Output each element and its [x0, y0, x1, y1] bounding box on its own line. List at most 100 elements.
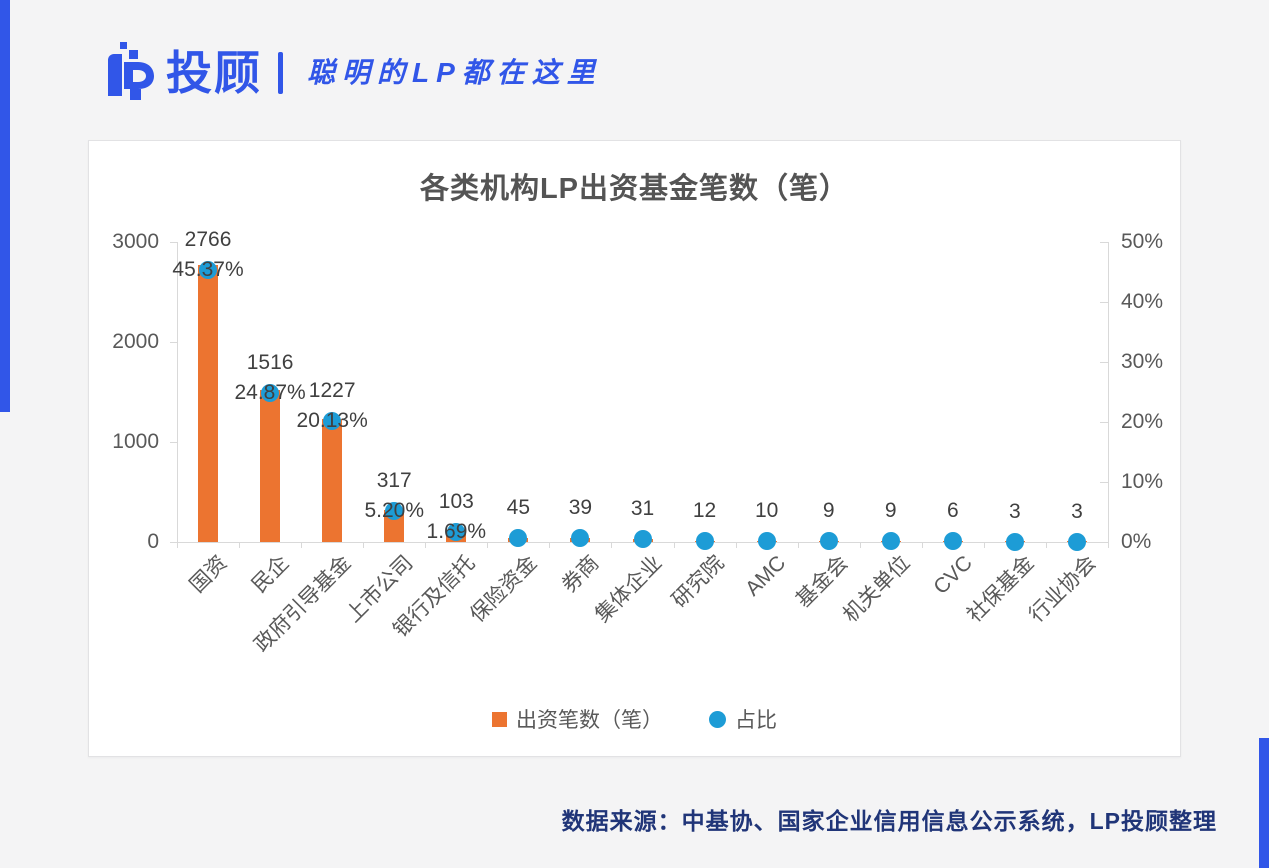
legend-item-ratio: 占比: [709, 704, 777, 734]
ratio-dot: [633, 529, 652, 548]
category-label: 行业协会: [1024, 551, 1101, 627]
chart-title: 各类机构LP出资基金笔数（笔）: [419, 173, 850, 205]
category-label: 券商: [558, 551, 604, 598]
x-axis-tick: [983, 542, 985, 548]
y2-axis-line: [1108, 242, 1109, 542]
y2-axis-tick: [1100, 482, 1108, 483]
value-label: 39: [568, 496, 593, 520]
brand-name: 投顾: [166, 47, 262, 99]
y2-axis-label: 30%: [1121, 350, 1164, 373]
y-axis-line: [177, 242, 178, 542]
legend-label-ratio: 占比: [735, 709, 777, 732]
y-axis-label: 0: [147, 530, 159, 553]
percent-label: 20.13%: [296, 409, 368, 433]
percent-label: 1.69%: [426, 519, 487, 543]
value-label: 10: [754, 499, 779, 523]
x-axis-tick: [611, 542, 613, 548]
ratio-dot: [447, 522, 466, 541]
category-label: 机关单位: [838, 551, 915, 627]
category-label: CVC: [928, 551, 977, 599]
bar-series-swatch-icon: [492, 711, 507, 727]
percent-label: 45.37%: [172, 257, 244, 281]
x-axis-tick: [1108, 542, 1109, 548]
x-axis-tick: [549, 542, 551, 548]
percent-label: 5.20%: [364, 498, 424, 522]
chart-plot: 0 1000 2000 3000 0% 10% 20% 30% 40% 50% 2766 45.37%…: [89, 141, 1180, 756]
category-label: 民企: [247, 551, 294, 598]
y-axis-label: 2000: [112, 330, 159, 353]
value-label: 103: [438, 489, 474, 513]
right-accent-bar: [1259, 738, 1269, 868]
percent-label: 24.87%: [234, 380, 306, 404]
ratio-dot: [199, 260, 218, 279]
y-axis-label: 1000: [112, 430, 159, 453]
ratio-dot: [819, 532, 838, 551]
y-axis-tick: [170, 542, 177, 543]
ratio-dot: [1067, 532, 1086, 551]
category-label: 社保基金: [962, 551, 1039, 627]
y-axis-tick: [170, 442, 177, 443]
x-axis-tick: [735, 542, 737, 548]
y2-axis-tick: [1100, 302, 1108, 303]
x-axis-tick: [921, 542, 923, 548]
data-source-note: 数据来源：中基协、国家企业信用信息公示系统，LP投顾整理: [561, 808, 1217, 834]
brand-slogan: 聪明的LP都在这里: [307, 57, 602, 88]
bar: [260, 390, 281, 542]
chart-legend: 出资笔数（笔） 占比: [89, 704, 1180, 734]
bar: [322, 419, 343, 542]
x-axis-tick: [673, 542, 675, 548]
ratio-dot: [509, 528, 528, 547]
value-label: 12: [692, 498, 717, 522]
y2-axis-tick: [1100, 422, 1108, 423]
lp-logo-icon: [104, 40, 156, 107]
x-axis-tick: [797, 542, 799, 548]
y2-axis-label: 10%: [1121, 470, 1164, 493]
value-label: 2766: [184, 227, 232, 251]
value-label: 45: [506, 495, 531, 519]
category-label: 保险资金: [466, 551, 542, 627]
ratio-series-swatch-icon: [709, 710, 726, 728]
x-axis-tick: [859, 542, 861, 548]
y2-axis-label: 40%: [1121, 290, 1164, 313]
y-axis-tick: [170, 342, 177, 343]
value-label: 3: [1009, 499, 1021, 523]
ratio-dot: [757, 532, 776, 551]
ratio-dot: [385, 501, 404, 520]
left-accent-bar: [0, 0, 10, 412]
x-axis-tick: [239, 542, 241, 548]
category-label: 国资: [185, 551, 232, 598]
category-label: AMC: [740, 551, 791, 601]
legend-item-bars: 出资笔数（笔）: [492, 704, 663, 734]
value-label: 317: [376, 468, 412, 492]
y2-axis-tick: [1100, 362, 1108, 363]
brand-divider: [278, 52, 283, 94]
bar: [198, 265, 219, 542]
ratio-dot: [881, 532, 900, 551]
x-axis-tick: [487, 542, 489, 548]
brand-header: 投顾 聪明的LP都在这里: [104, 40, 602, 106]
x-axis-tick: [301, 542, 303, 548]
y2-axis-tick: [1100, 542, 1108, 543]
value-label: 1516: [246, 350, 294, 374]
y-axis-tick: [170, 242, 177, 243]
category-label: 研究院: [667, 551, 729, 613]
category-label: 基金会: [791, 551, 853, 613]
x-axis-tick: [425, 542, 427, 548]
chart-card: 各类机构LP出资基金笔数（笔） 0 1000 2000 3000 0% 10% 20% 30%…: [88, 140, 1181, 757]
x-axis-tick: [363, 542, 365, 548]
value-label: 1227: [308, 379, 356, 403]
ratio-dot: [943, 532, 962, 551]
value-label: 9: [884, 499, 897, 523]
value-label: 31: [630, 496, 655, 520]
ratio-dot: [323, 412, 342, 431]
y2-axis-label: 50%: [1121, 230, 1164, 253]
ratio-dot: [571, 529, 590, 548]
y2-axis-label: 20%: [1121, 410, 1164, 433]
x-axis-tick: [177, 542, 178, 548]
value-label: 3: [1071, 499, 1083, 523]
ratio-dot: [695, 531, 714, 550]
ratio-dot: [261, 383, 280, 402]
y-axis-label: 3000: [112, 230, 159, 253]
legend-label-bars: 出资笔数（笔）: [516, 709, 663, 732]
category-label: 集体企业: [590, 551, 667, 627]
